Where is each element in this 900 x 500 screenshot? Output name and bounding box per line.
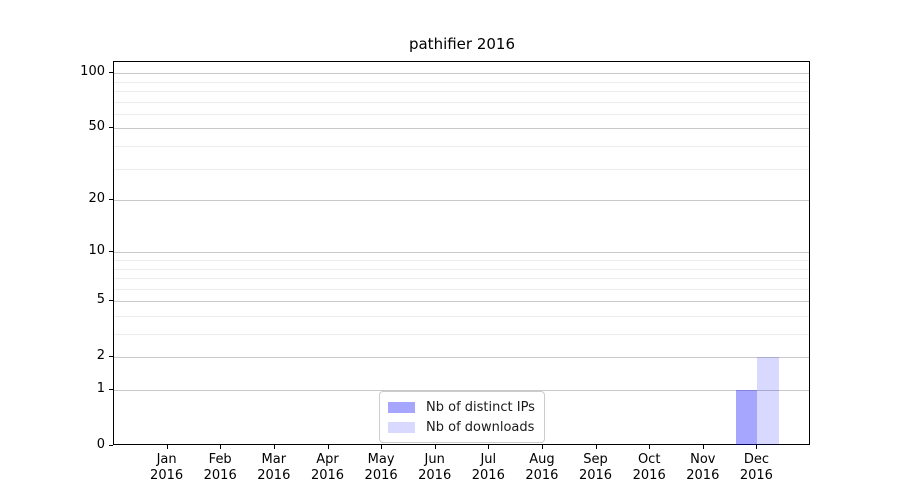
- bar-dec-distinct-ips: [735, 390, 758, 445]
- gridline-10: [114, 252, 809, 254]
- legend-label-distinct-ips: Nb of distinct IPs: [426, 399, 535, 415]
- gridline-minor-8: [114, 268, 809, 270]
- x-tick-label-aug: Aug 2016: [525, 452, 559, 483]
- x-tick-label-mar: Mar 2016: [257, 452, 291, 483]
- gridline-minor-6: [114, 288, 809, 290]
- x-tick-aug: [541, 445, 543, 449]
- legend-swatch-downloads: [388, 421, 415, 433]
- y-tick-label-50: 50: [88, 119, 105, 135]
- gridline-minor-70: [114, 101, 809, 103]
- y-tick-1: [109, 389, 113, 390]
- x-tick-label-feb: Feb 2016: [203, 452, 237, 483]
- y-tick-label-5: 5: [96, 292, 105, 308]
- x-tick-nov: [702, 445, 704, 449]
- gridline-minor-4: [114, 316, 809, 317]
- gridline-minor-7: [114, 278, 809, 279]
- x-tick-label-jan: Jan 2016: [150, 452, 184, 483]
- x-tick-label-oct: Oct 2016: [632, 452, 666, 483]
- y-tick-0: [109, 445, 113, 446]
- gridline-50: [114, 128, 809, 130]
- y-tick-label-20: 20: [88, 191, 105, 207]
- y-tick-100: [109, 72, 113, 74]
- x-tick-label-dec: Dec 2016: [739, 452, 773, 483]
- gridline-20: [114, 200, 809, 202]
- y-tick-label-0: 0: [96, 437, 105, 452]
- gridline-2: [114, 357, 809, 359]
- x-tick-feb: [220, 445, 222, 449]
- y-tick-50: [109, 127, 113, 129]
- x-tick-apr: [327, 445, 329, 449]
- gridline-minor-80: [114, 91, 809, 92]
- legend-label-downloads: Nb of downloads: [426, 419, 535, 435]
- x-tick-dec: [756, 445, 758, 449]
- y-tick-label-1: 1: [96, 381, 105, 396]
- x-tick-mar: [273, 445, 275, 449]
- bar-dec-downloads: [757, 357, 779, 445]
- gridline-minor-90: [114, 81, 809, 83]
- x-tick-jul: [488, 445, 490, 449]
- x-tick-jun: [434, 445, 436, 449]
- gridline-100: [114, 73, 809, 75]
- gridline-minor-60: [114, 113, 809, 115]
- y-tick-label-2: 2: [96, 348, 105, 364]
- y-tick-5: [109, 300, 113, 302]
- x-tick-label-jul: Jul 2016: [471, 452, 505, 483]
- gridline-5: [114, 301, 809, 303]
- x-tick-oct: [649, 445, 651, 449]
- y-tick-20: [109, 199, 113, 201]
- legend-swatch-distinct-ips: [388, 401, 415, 413]
- x-tick-label-jun: Jun 2016: [418, 452, 452, 483]
- legend: Nb of distinct IPs Nb of downloads: [379, 391, 545, 443]
- x-tick-label-apr: Apr 2016: [310, 452, 345, 483]
- x-tick-label-may: May 2016: [364, 452, 398, 483]
- y-tick-10: [109, 251, 113, 253]
- chart-title: pathifier 2016: [408, 35, 516, 53]
- y-tick-label-10: 10: [88, 243, 105, 259]
- legend-item-distinct-ips: Nb of distinct IPs: [388, 397, 536, 417]
- legend-item-downloads: Nb of downloads: [388, 417, 536, 437]
- gridline-minor-30: [114, 168, 809, 170]
- x-tick-may: [381, 445, 383, 449]
- y-tick-2: [109, 356, 113, 358]
- gridline-minor-9: [114, 260, 809, 261]
- gridline-1: [114, 390, 809, 391]
- x-tick-label-sep: Sep 2016: [578, 452, 613, 483]
- x-tick-sep: [595, 445, 597, 449]
- x-tick-jan: [166, 445, 168, 449]
- x-tick-label-nov: Nov 2016: [686, 452, 720, 483]
- gridline-minor-40: [114, 146, 809, 147]
- plot-area: Nb of distinct IPs Nb of downloads: [113, 61, 810, 445]
- y-tick-label-100: 100: [80, 64, 105, 80]
- gridline-minor-3: [114, 334, 809, 335]
